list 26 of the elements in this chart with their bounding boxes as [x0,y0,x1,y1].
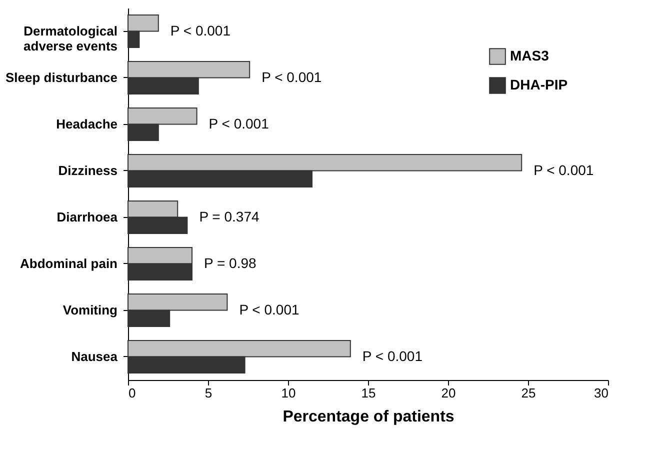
x-tick-label: 25 [521,386,536,400]
annotation: P < 0.001 [170,22,231,38]
x-tick-label: 5 [204,386,212,400]
x-tick-label: 30 [594,386,608,400]
y-tick-label: Sleep disturbance [6,70,118,85]
x-axis-title: Percentage of patients [282,408,454,426]
y-tick-label: Dizziness [58,162,118,178]
annotation: P < 0.001 [362,348,423,364]
annotation: P = 0.98 [204,254,256,271]
y-tick-label: Nausea [71,348,118,364]
y-tick-label: Dermatological adverse events [24,23,118,54]
y-tick-label: Diarrhoea [56,209,118,224]
y-tick-label: Headache [56,116,118,132]
y-tick-label: Abdominal pain [20,256,118,271]
x-tick-label: 0 [128,386,136,400]
annotation: P = 0.374 [199,208,260,224]
legend-label: DHA-PIP [510,76,568,92]
annotation: P < 0.001 [262,68,322,85]
annotation: P < 0.001 [534,162,594,178]
y-tick-label: Vomiting [62,302,118,318]
annotation: P < 0.001 [208,115,270,132]
x-tick-label: 15 [361,386,376,400]
x-tick-label: 10 [281,386,296,400]
annotation: P < 0.001 [239,301,300,318]
legend-label: MAS3 [510,48,550,64]
x-tick-label: 20 [441,386,456,400]
